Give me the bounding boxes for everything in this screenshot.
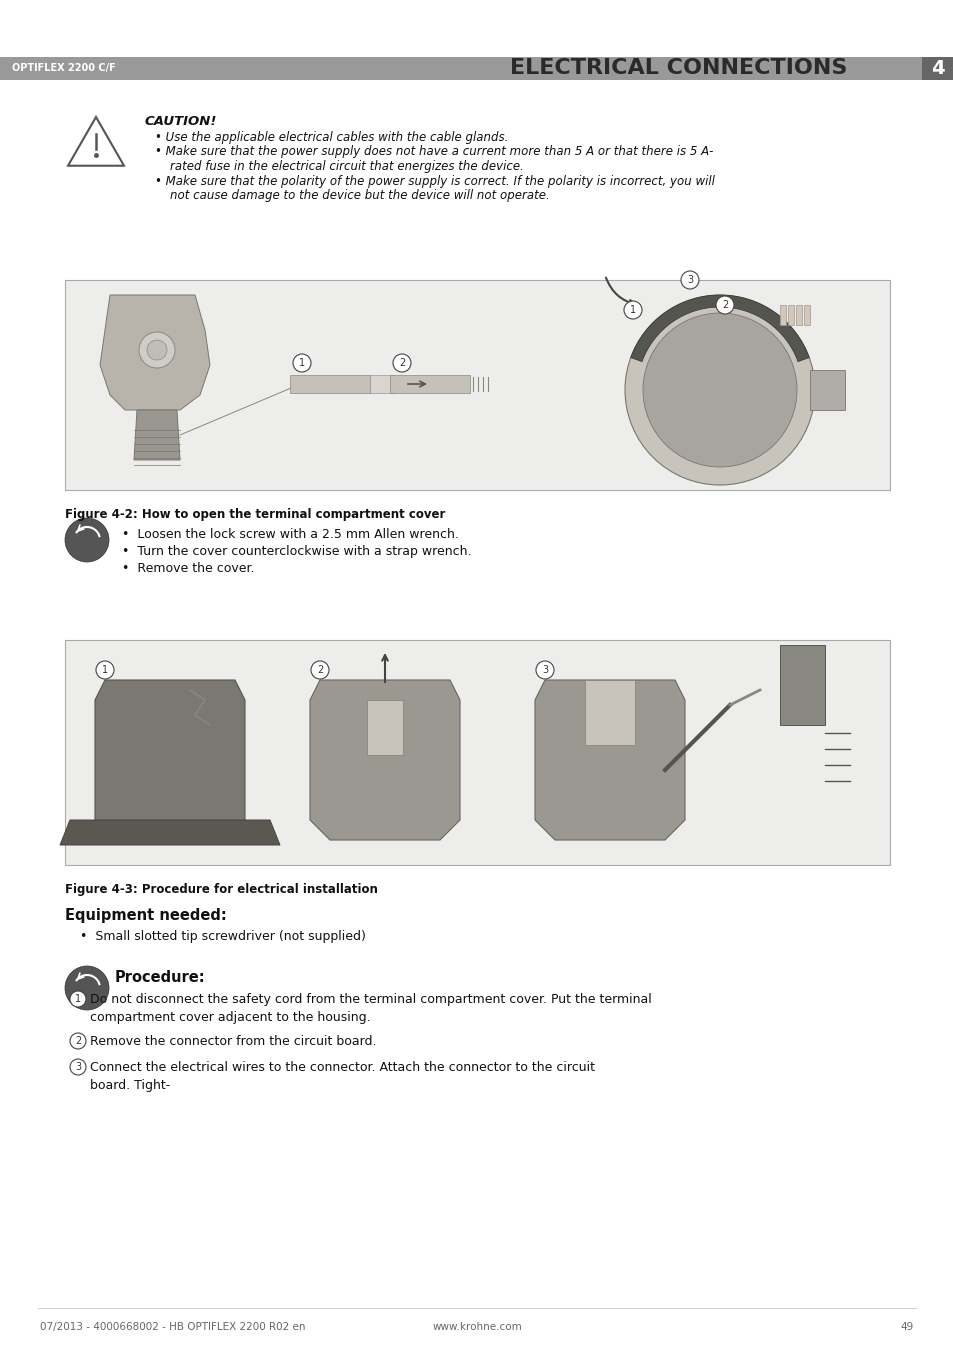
Text: Equipment needed:: Equipment needed: [65, 908, 227, 923]
Circle shape [147, 340, 167, 359]
Circle shape [680, 272, 699, 289]
Text: •  Remove the cover.: • Remove the cover. [122, 562, 254, 576]
Text: www.krohne.com: www.krohne.com [432, 1323, 521, 1332]
Circle shape [311, 661, 329, 680]
Text: Figure 4-2: How to open the terminal compartment cover: Figure 4-2: How to open the terminal com… [65, 508, 445, 521]
Bar [367, 700, 402, 755]
Text: 49: 49 [900, 1323, 913, 1332]
Polygon shape [535, 680, 684, 840]
Bar [0, 57, 953, 80]
Circle shape [96, 661, 113, 680]
Text: •  Turn the cover counterclockwise with a strap wrench.: • Turn the cover counterclockwise with a… [122, 544, 471, 558]
Polygon shape [95, 680, 245, 840]
Circle shape [139, 332, 174, 367]
Bar [780, 644, 824, 725]
Bar [370, 376, 395, 393]
Text: 4: 4 [930, 59, 943, 78]
Text: not cause damage to the device but the device will not operate.: not cause damage to the device but the d… [154, 189, 549, 203]
Text: 3: 3 [686, 276, 692, 285]
Polygon shape [310, 680, 459, 840]
Circle shape [65, 966, 109, 1011]
Text: • Use the applicable electrical cables with the cable glands.: • Use the applicable electrical cables w… [154, 131, 508, 145]
Text: 3: 3 [541, 665, 547, 676]
Circle shape [70, 1034, 86, 1048]
Text: 2: 2 [74, 1036, 81, 1046]
Text: OPTIFLEX 2200 C/F: OPTIFLEX 2200 C/F [12, 63, 115, 73]
Text: Do not disconnect the safety cord from the terminal compartment cover. Put the t: Do not disconnect the safety cord from t… [90, 993, 651, 1006]
Bar [780, 305, 785, 326]
Circle shape [70, 1059, 86, 1075]
Text: • Make sure that the polarity of the power supply is correct. If the polarity is: • Make sure that the polarity of the pow… [154, 174, 714, 188]
Bar [65, 280, 889, 490]
Text: Connect the electrical wires to the connector. Attach the connector to the circu: Connect the electrical wires to the conn… [90, 1061, 595, 1074]
Text: 3: 3 [75, 1062, 81, 1071]
Circle shape [716, 296, 733, 313]
Bar [795, 305, 801, 326]
Bar [584, 680, 635, 744]
Text: 2: 2 [398, 358, 405, 367]
Bar [65, 640, 889, 865]
Text: • Make sure that the power supply does not have a current more than 5 A or that : • Make sure that the power supply does n… [154, 146, 713, 158]
Circle shape [393, 354, 411, 372]
Text: 07/2013 - 4000668002 - HB OPTIFLEX 2200 R02 en: 07/2013 - 4000668002 - HB OPTIFLEX 2200 … [40, 1323, 305, 1332]
Circle shape [293, 354, 311, 372]
Text: CAUTION!: CAUTION! [145, 115, 217, 128]
Wedge shape [630, 295, 808, 362]
Bar [809, 370, 844, 409]
Bar [787, 305, 793, 326]
Bar [290, 376, 370, 393]
Circle shape [70, 992, 86, 1006]
Text: 1: 1 [102, 665, 108, 676]
Bar [803, 305, 809, 326]
Text: 2: 2 [316, 665, 323, 676]
Text: •  Loosen the lock screw with a 2.5 mm Allen wrench.: • Loosen the lock screw with a 2.5 mm Al… [122, 528, 458, 540]
Text: Procedure:: Procedure: [115, 970, 206, 985]
Text: •  Small slotted tip screwdriver (not supplied): • Small slotted tip screwdriver (not sup… [80, 929, 366, 943]
Text: 1: 1 [75, 994, 81, 1004]
Polygon shape [60, 820, 280, 844]
Circle shape [642, 313, 796, 467]
Text: Figure 4-3: Procedure for electrical installation: Figure 4-3: Procedure for electrical ins… [65, 884, 377, 896]
Text: Remove the connector from the circuit board.: Remove the connector from the circuit bo… [90, 1035, 376, 1048]
Circle shape [623, 301, 641, 319]
Text: ELECTRICAL CONNECTIONS: ELECTRICAL CONNECTIONS [510, 58, 846, 78]
Polygon shape [100, 295, 210, 409]
Text: 1: 1 [629, 305, 636, 315]
Text: board. Tight-: board. Tight- [90, 1079, 170, 1092]
Text: 2: 2 [721, 300, 727, 309]
Bar [390, 376, 470, 393]
Polygon shape [133, 409, 180, 459]
Text: rated fuse in the electrical circuit that energizes the device.: rated fuse in the electrical circuit tha… [154, 159, 523, 173]
Text: compartment cover adjacent to the housing.: compartment cover adjacent to the housin… [90, 1011, 370, 1024]
Text: 1: 1 [298, 358, 305, 367]
Circle shape [624, 295, 814, 485]
Circle shape [536, 661, 554, 680]
Circle shape [65, 517, 109, 562]
Bar [921, 57, 953, 80]
